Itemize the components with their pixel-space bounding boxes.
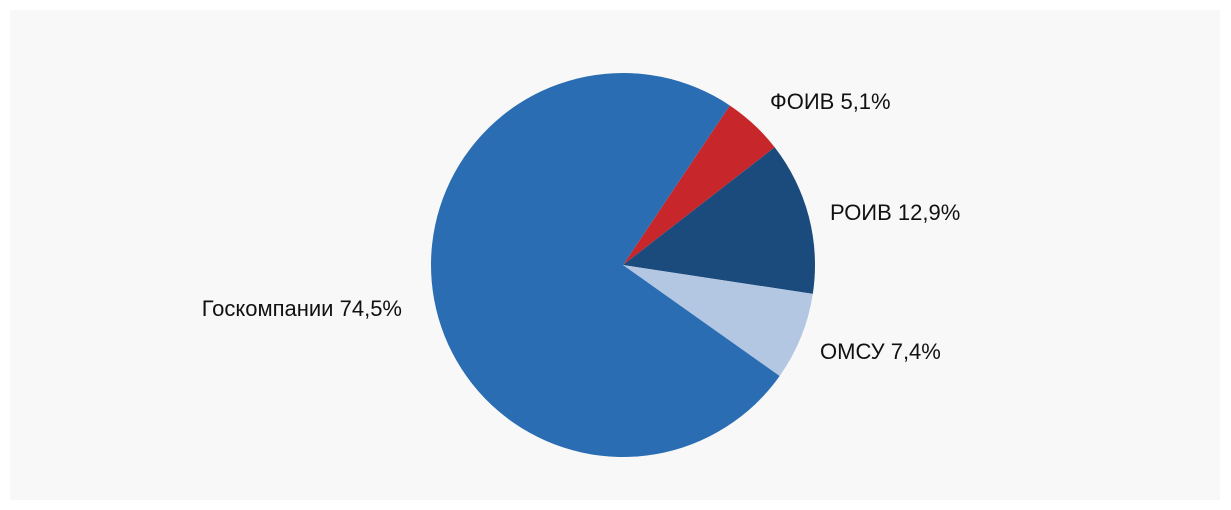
slice-label: Госкомпании 74,5% (202, 296, 402, 321)
slice-value: 12,9% (898, 200, 960, 225)
slice-category: РОИВ (830, 200, 892, 225)
slice-label: ОМСУ 7,4% (820, 339, 941, 364)
slice-category: ФОИВ (770, 89, 834, 114)
slice-value: 74,5% (340, 296, 402, 321)
slice-category: Госкомпании (202, 296, 334, 321)
slice-value: 5,1% (840, 89, 890, 114)
pie-slice (623, 265, 813, 377)
slice-value: 7,4% (891, 339, 941, 364)
pie-slice (623, 147, 815, 294)
pie-slice (623, 105, 775, 265)
slice-label: РОИВ 12,9% (830, 200, 960, 225)
slice-category: ОМСУ (820, 339, 886, 364)
slice-label: ФОИВ 5,1% (770, 89, 891, 114)
pie-slice (431, 73, 780, 458)
